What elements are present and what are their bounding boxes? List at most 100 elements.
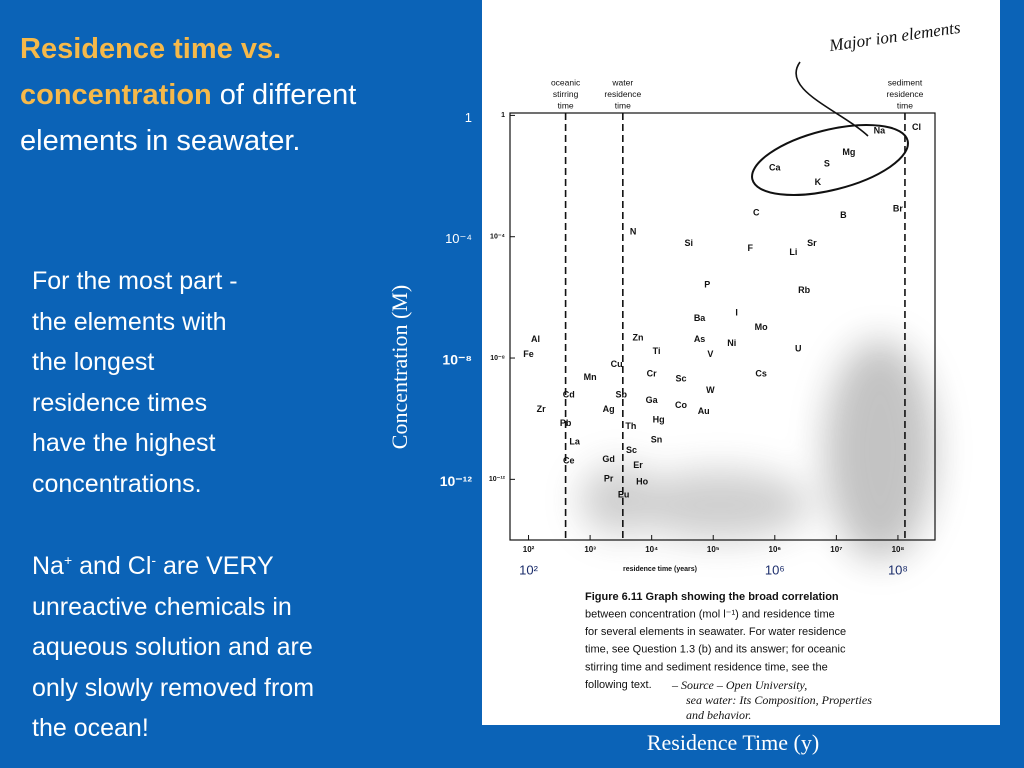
- element-point: Fe: [523, 349, 534, 359]
- element-point: N: [630, 227, 637, 237]
- paragraph-line: concentrations.: [32, 469, 202, 498]
- title-highlight: Residence time vs. concentration: [20, 33, 282, 111]
- reference-line-label: water: [611, 77, 633, 87]
- figure-caption-line: stirring time and sediment residence tim…: [585, 661, 828, 673]
- paragraph-line: the elements with: [32, 307, 227, 336]
- element-point: Al: [531, 334, 540, 344]
- element-point: P: [704, 280, 710, 290]
- element-point: Ga: [646, 395, 659, 405]
- figure-axis-caption: residence time (years): [623, 566, 697, 573]
- element-point: Cr: [647, 368, 657, 378]
- element-point: Sc: [676, 374, 687, 384]
- element-point: Pb: [560, 418, 572, 428]
- handwritten-source: sea water: Its Composition, Properties: [686, 693, 872, 707]
- element-point: Ni: [727, 338, 736, 348]
- element-point: Si: [684, 238, 693, 248]
- x-axis-title: Residence Time (y): [647, 730, 819, 755]
- element-point: K: [815, 177, 822, 187]
- element-point: As: [694, 334, 706, 344]
- element-point: Ho: [636, 477, 648, 487]
- x-tick-label: 10⁷: [830, 545, 842, 554]
- element-point: Rb: [798, 285, 810, 295]
- major-ion-ellipse: [751, 124, 909, 196]
- reference-line-label: residence: [887, 89, 924, 99]
- element-point: Ag: [603, 404, 615, 414]
- figure-caption-line: following text.: [585, 679, 652, 691]
- reference-line-label: residence: [604, 89, 641, 99]
- x-tick-label: 10²: [523, 545, 535, 554]
- element-point: Cu: [611, 359, 623, 369]
- element-point: I: [735, 308, 738, 318]
- text-run: the ocean!: [32, 714, 149, 743]
- x-tick-label: 10⁸: [892, 545, 905, 554]
- element-point: Sb: [615, 389, 627, 399]
- element-point: Au: [698, 406, 710, 416]
- y-tick-label: 10⁻⁴: [490, 234, 505, 241]
- overlay-x-tick-label: 10⁸: [888, 562, 908, 577]
- paragraph-line: For the most part -: [32, 267, 238, 295]
- text-run: unreactive chemicals in: [32, 592, 292, 621]
- y-tick-label: 1: [501, 112, 505, 119]
- overlay-x-tick-label: 10⁶: [765, 562, 785, 577]
- y-tick-label: 10⁻¹²: [489, 476, 506, 483]
- reference-line-label: time: [558, 100, 574, 110]
- element-point: C: [753, 207, 760, 217]
- element-point: Gd: [602, 454, 615, 464]
- element-point: Cd: [563, 389, 575, 399]
- annotation-arrow: [795, 61, 869, 137]
- element-point: Sn: [651, 434, 663, 444]
- element-point: Ca: [769, 163, 781, 173]
- x-tick-label: 10⁴: [645, 545, 658, 554]
- text-run: are VERY: [156, 552, 274, 580]
- element-point: Br: [893, 204, 903, 214]
- element-point: Ba: [694, 313, 706, 323]
- text-run: Na: [32, 552, 64, 580]
- reference-line-label: time: [615, 100, 631, 110]
- y-tick-label: 10⁻⁸: [490, 355, 505, 362]
- element-point: Zr: [537, 404, 546, 414]
- reference-line-label: oceanic: [551, 77, 581, 87]
- x-tick-label: 10⁶: [769, 545, 782, 554]
- element-point: Co: [675, 400, 687, 410]
- element-point: Sc: [626, 445, 637, 455]
- element-point: Li: [789, 247, 797, 257]
- text-run: and Cl: [72, 552, 152, 580]
- slide-title: Residence time vs. concentration of diff…: [20, 26, 380, 164]
- element-point: B: [840, 210, 847, 220]
- element-point: Pr: [604, 474, 614, 484]
- element-point: S: [824, 158, 830, 168]
- element-point: U: [795, 343, 802, 353]
- element-point: Ce: [563, 455, 575, 465]
- element-point: Er: [633, 460, 643, 470]
- y-axis-title: Concentration (M): [387, 285, 412, 449]
- reference-line-label: time: [897, 100, 913, 110]
- element-point: Cl: [912, 122, 921, 132]
- element-point: F: [748, 243, 754, 253]
- element-point: La: [569, 436, 580, 446]
- x-tick-label: 10³: [584, 545, 596, 554]
- ion-charge: -: [151, 552, 157, 568]
- plot-frame: [509, 112, 936, 541]
- overlay-y-tick-label: 1: [465, 110, 472, 125]
- element-point: V: [707, 349, 713, 359]
- figure-panel: [482, 0, 1000, 725]
- element-point: Ti: [653, 346, 661, 356]
- paragraph-line: aqueous solution and are: [32, 627, 314, 668]
- x-tick-label: 10⁵: [707, 545, 720, 554]
- paragraph-line: the longest: [32, 348, 155, 377]
- reference-line-label: stirring: [553, 89, 579, 99]
- title-rest: of different elements in seawater.: [20, 79, 357, 157]
- element-point: Mn: [584, 372, 597, 382]
- overlay-y-tick-label: 10⁻⁴: [445, 231, 472, 246]
- text-run: aqueous solution and are: [32, 633, 313, 662]
- figure-caption-line: Figure 6.11 Graph showing the broad corr…: [585, 591, 839, 603]
- element-point: Th: [625, 421, 636, 431]
- overlay-x-tick-label: 10²: [519, 562, 538, 577]
- element-point: Mg: [842, 147, 855, 157]
- paragraph-line: unreactive chemicals in: [32, 587, 314, 628]
- overlay-y-tick-label: 10⁻⁸: [442, 352, 472, 368]
- overlay-y-tick-label: 10⁻¹²: [440, 473, 473, 489]
- element-point: W: [706, 385, 715, 395]
